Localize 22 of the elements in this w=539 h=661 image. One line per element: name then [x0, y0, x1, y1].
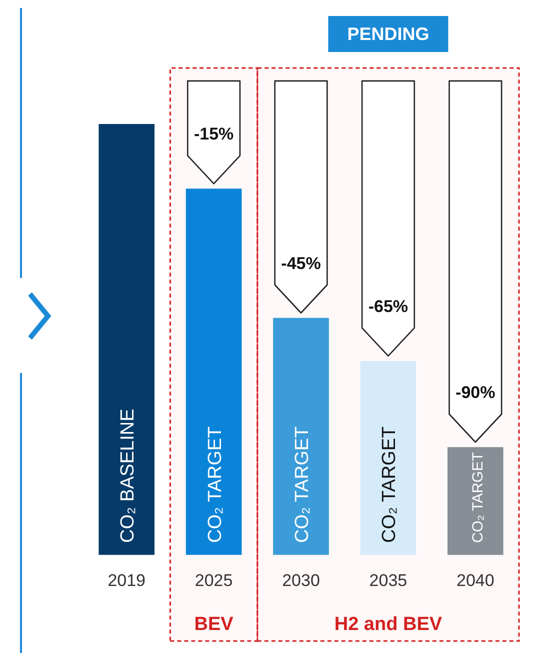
annotation: CO₂ TARGET	[204, 426, 226, 543]
band-label: BEV	[194, 614, 234, 635]
x-tick-label: 2035	[369, 571, 408, 590]
x-tick-label: 2025	[194, 571, 233, 590]
annotation: CO₂ TARGET	[292, 426, 313, 543]
annotation: CO₂ TARGET	[470, 452, 486, 543]
annotation: CO₂ BASELINE	[118, 408, 139, 543]
x-tick-label: 2030	[282, 571, 320, 590]
annotation: -90%	[456, 383, 496, 402]
bar	[447, 447, 504, 555]
bar	[273, 318, 329, 555]
band-label: H2 and BEV	[334, 614, 442, 635]
annotation: -65%	[368, 296, 408, 316]
bar	[360, 360, 416, 555]
annotation: CO₂ TARGET	[379, 426, 400, 543]
annotation: -15%	[194, 124, 234, 144]
bar	[98, 124, 155, 555]
bar	[186, 188, 242, 555]
x-tick-label: 2019	[108, 571, 146, 590]
text: PENDING	[347, 24, 430, 44]
annotation: -45%	[281, 254, 321, 273]
x-tick-label: 2040	[456, 571, 494, 590]
